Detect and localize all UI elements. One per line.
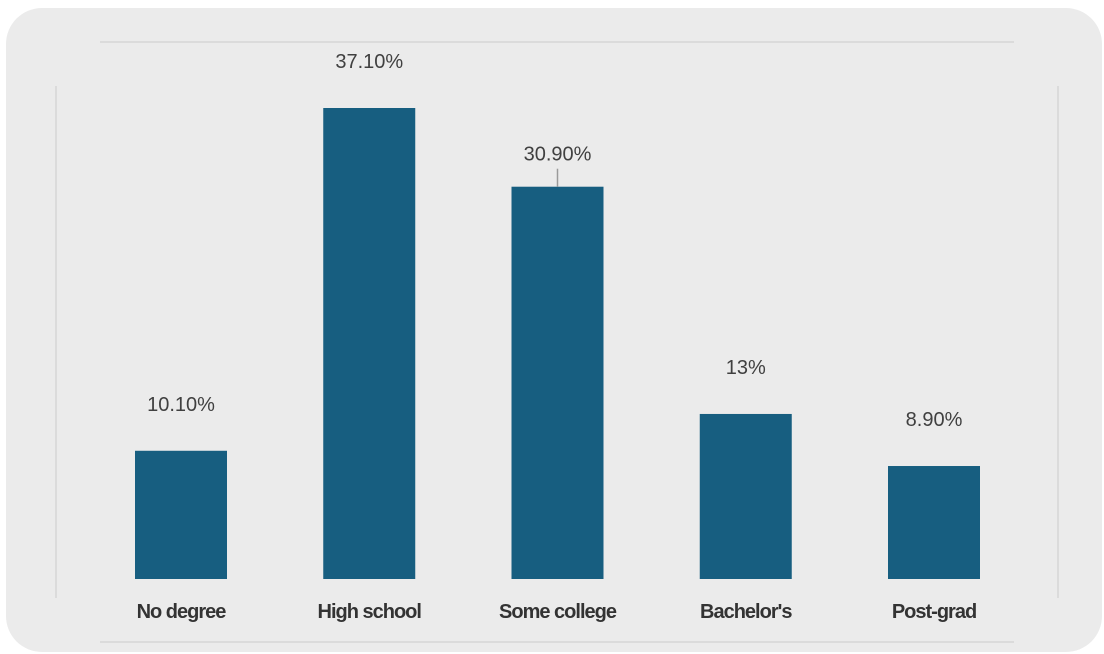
category-axis: No degree High school Some college Bachelor… [137,601,978,623]
bar-no-degree [135,450,227,579]
data-label-some-college: 30.90% [524,144,592,166]
x-tick-label-no-degree: No degree [137,601,227,623]
data-label-bachelor-s: 13% [726,357,766,379]
bar-some-college [511,186,604,579]
data-label-high-school: 37.10% [335,51,403,73]
x-tick-label-bachelor-s: Bachelor's [700,601,792,623]
x-tick-label-high-school: High school [318,601,422,623]
bar-bachelor-s [699,413,792,579]
bar-post-grad [888,466,980,579]
bar-high-school [323,108,416,579]
plot-frame [55,41,1059,643]
data-label-no-degree: 10.10% [147,394,215,416]
x-tick-label-some-college: Some college [499,601,617,623]
data-label-group: 10.10% 37.10% 30.90% 13% 8.90% [147,51,962,431]
x-tick-label-post-grad: Post-grad [892,601,976,623]
bar-group [135,108,980,579]
data-label-post-grad: 8.90% [906,409,963,431]
